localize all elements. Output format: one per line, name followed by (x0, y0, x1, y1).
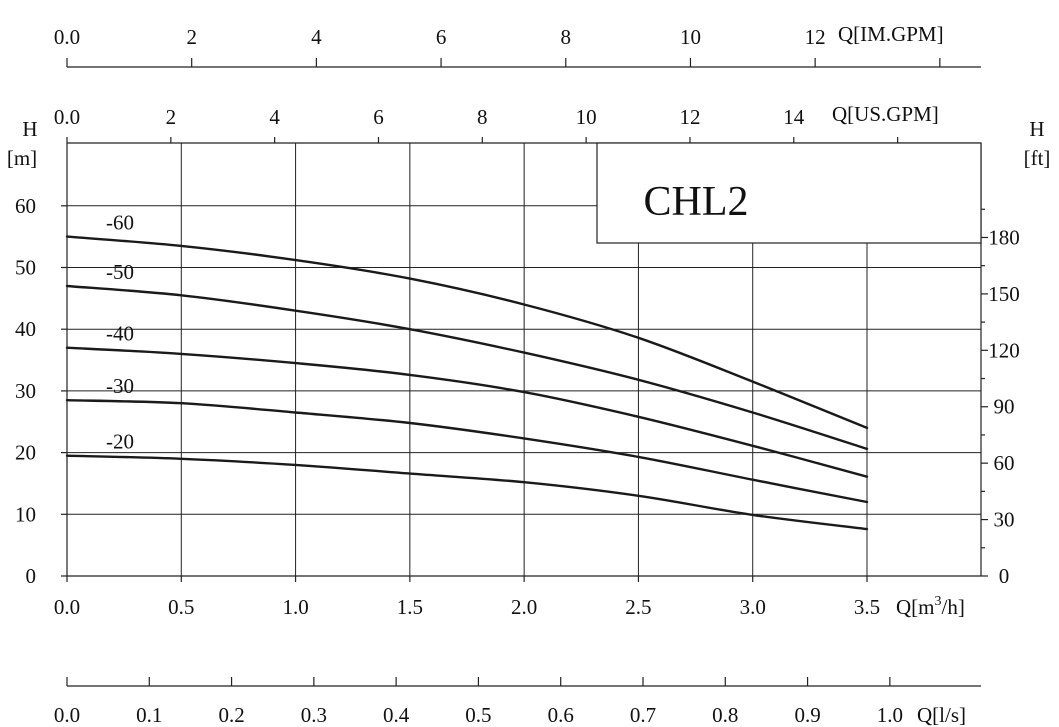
x-ls-tick-label: 0.5 (465, 703, 491, 727)
curve-label-minus30: -30 (106, 374, 134, 398)
y-left-tick-label: 0 (26, 564, 37, 588)
x-primary-unit-suffix: /h] (942, 595, 965, 619)
performance-curve-minus20 (65, 454, 869, 531)
x-im-gpm-tick-label: 6 (436, 25, 447, 49)
x-im-gpm-tick-label: 2 (186, 25, 197, 49)
y-right-tick-label: 120 (988, 338, 1020, 362)
curves-layer: -60 -50 -40 -30 -20 (65, 211, 869, 531)
y-right-tick-label: 150 (988, 282, 1020, 306)
y-right-tick-label: 30 (994, 508, 1015, 532)
x-im-gpm-unit: Q[IM.GPM] (838, 22, 944, 46)
x-im-gpm-tick-label: 0.0 (54, 25, 80, 49)
y-right-tick-label: 0 (999, 564, 1010, 588)
curve-label-minus60: -60 (106, 211, 134, 235)
x-primary-unit: Q[m3/h] (896, 594, 965, 619)
y-right-label-top: H (1029, 117, 1044, 141)
performance-curve-minus30 (65, 399, 869, 504)
x-us-gpm-unit: Q[US.GPM] (832, 102, 939, 126)
x-us-gpm-tick-label: 10 (576, 105, 597, 129)
x-ls-tick-label: 0.7 (630, 703, 656, 727)
x-primary-tick-label: 0.5 (168, 595, 194, 619)
x-im-gpm-tick-label: 10 (680, 25, 701, 49)
x-us-gpm-tick-label: 4 (269, 105, 280, 129)
x-ls-tick-label: 0.1 (136, 703, 162, 727)
x-im-gpm-tick-label: 4 (311, 25, 322, 49)
x-ls-tick-label: 0.4 (383, 703, 410, 727)
y-left-tick-label: 50 (15, 256, 36, 280)
x-primary-tick-label: 2.0 (511, 595, 537, 619)
y-left-label-top: H (22, 117, 37, 141)
y-left-tick-label: 30 (15, 379, 36, 403)
curve-label-minus20: -20 (106, 430, 134, 454)
title-box: CHL2 (596, 142, 982, 244)
x-primary-tick-label: 1.5 (397, 595, 423, 619)
performance-curve-minus50 (65, 284, 869, 451)
y-left-tick-label: 20 (15, 441, 36, 465)
x-ls-tick-label: 0.3 (301, 703, 327, 727)
x-us-gpm-tick-label: 6 (373, 105, 384, 129)
y-right-tick-label: 90 (994, 395, 1015, 419)
y-left-tick-label: 60 (15, 194, 36, 218)
x-primary-tick-label: 3.0 (740, 595, 766, 619)
x-ls-tick-label: 0.9 (794, 703, 820, 727)
y-left-tick-label: 10 (15, 502, 36, 526)
x-ls-tick-label: 0.0 (54, 703, 80, 727)
x-ls-tick-label: 0.8 (712, 703, 738, 727)
x-us-gpm-tick-label: 14 (783, 105, 805, 129)
title-box-frame (596, 142, 982, 244)
x-primary-tick-label: 3.5 (854, 595, 880, 619)
x-im-gpm-tick-label: 8 (561, 25, 572, 49)
x-ls-tick-label: 0.2 (218, 703, 244, 727)
x-primary-tick-label: 2.5 (625, 595, 651, 619)
performance-curve-minus60 (65, 235, 869, 430)
x-ls-unit: Q[l/s] (917, 703, 966, 727)
x-primary-tick-label: 0.0 (54, 595, 80, 619)
y-right-label-bottom: [ft] (1024, 146, 1051, 170)
y-right-tick-label: 60 (994, 451, 1015, 475)
curve-label-minus40: -40 (106, 322, 134, 346)
ticks-layer: 0.0 0.5 1.0 1.5 2.0 2.5 3.0 3.50102030405060030… (15, 25, 1020, 727)
x-primary-unit-sup: 3 (935, 594, 942, 609)
x-us-gpm-tick-label: 2 (166, 105, 177, 129)
x-primary-tick-label: 1.0 (282, 595, 308, 619)
performance-curve-minus40 (65, 346, 869, 478)
y-left-tick-label: 40 (15, 317, 36, 341)
chart-title: CHL2 (644, 179, 749, 225)
y-right-tick-label: 180 (988, 225, 1020, 249)
x-ls-tick-label: 1.0 (877, 703, 903, 727)
curve-label-minus50: -50 (106, 260, 134, 284)
x-primary-unit-prefix: Q[m (896, 595, 935, 619)
x-ls-tick-label: 0.6 (548, 703, 574, 727)
y-left-label-bottom: [m] (7, 146, 37, 170)
x-us-gpm-tick-label: 0.0 (54, 105, 80, 129)
x-us-gpm-tick-label: 8 (477, 105, 488, 129)
x-im-gpm-tick-label: 12 (805, 25, 826, 49)
x-us-gpm-tick-label: 12 (679, 105, 700, 129)
